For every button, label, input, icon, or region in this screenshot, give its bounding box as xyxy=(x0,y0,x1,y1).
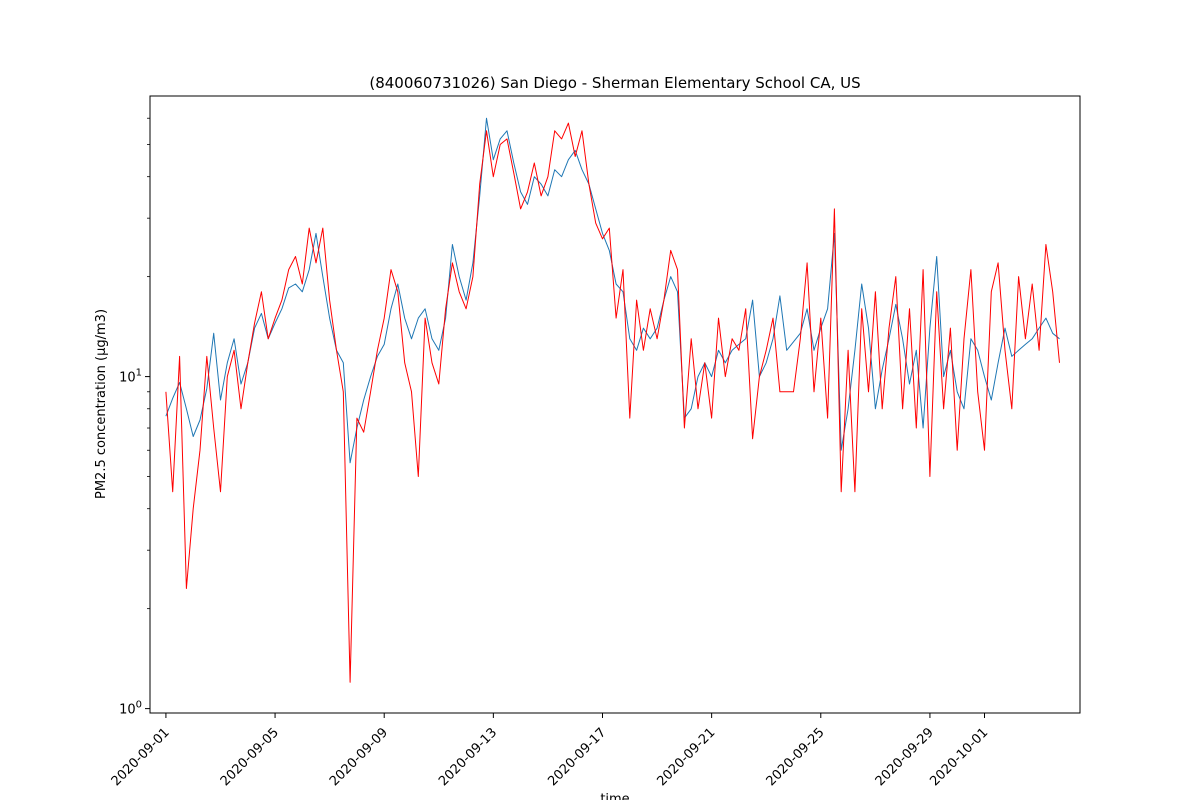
x-tick-label: 2020-09-13 xyxy=(436,725,500,789)
x-tick-label: 2020-09-21 xyxy=(654,725,718,789)
series-line-1 xyxy=(165,117,1060,464)
x-tick-label: 2020-09-25 xyxy=(764,725,828,789)
x-tick-label: 2020-09-01 xyxy=(109,725,173,789)
x-tick-label: 2020-09-17 xyxy=(545,725,609,789)
y-tick-label: 101 xyxy=(119,368,142,386)
ticks-layer: 2020-09-01 2020-09-05 2020-09-09 2020-09-13… xyxy=(109,117,991,789)
y-tick-label: 100 xyxy=(119,700,142,718)
axes-layer xyxy=(149,95,1081,714)
y-axis-label: PM2.5 concentration (µg/m3) xyxy=(94,309,109,499)
plot-frame xyxy=(149,95,1081,714)
x-axis-label: time xyxy=(600,792,629,800)
x-tick-label: 2020-09-05 xyxy=(218,725,282,789)
x-tick-label: 2020-10-01 xyxy=(927,725,991,789)
series-layer xyxy=(165,117,1060,683)
x-tick-label: 2020-09-09 xyxy=(327,725,391,789)
series-line-2 xyxy=(165,122,1060,683)
chart-title: (840060731026) San Diego - Sherman Eleme… xyxy=(369,74,860,92)
